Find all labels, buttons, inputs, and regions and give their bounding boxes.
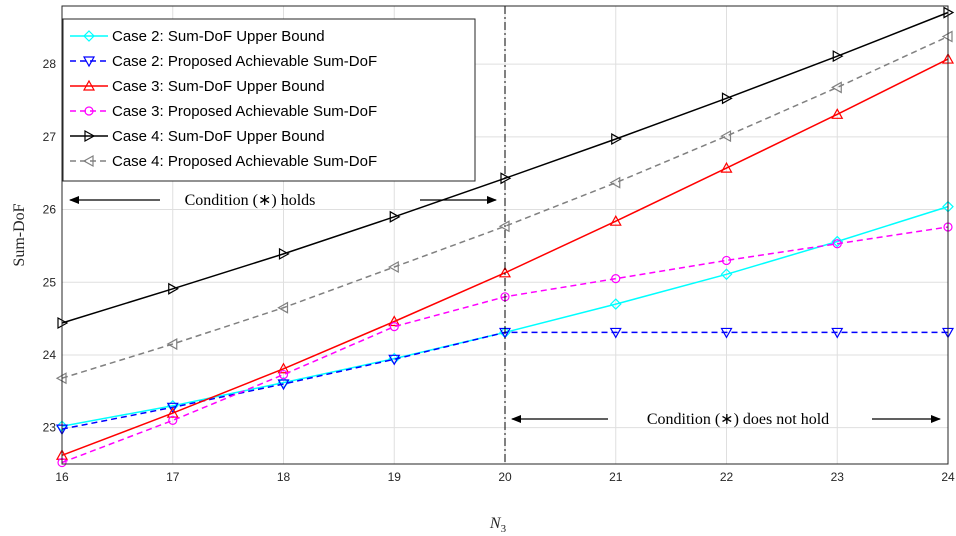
x-tick-label: 16 [55,470,69,484]
data-point [609,214,622,226]
legend-marker [84,106,94,116]
data-point [831,81,842,94]
legend-marker [84,129,96,143]
data-point [389,322,399,332]
legend-item: Case 2: Sum-DoF Upper Bound [70,28,325,45]
data-point [609,327,622,339]
y-tick-label: 27 [43,130,57,144]
x-tick-label: 17 [166,470,180,484]
y-axis-label: Sum-DoF [11,203,28,266]
x-tick-label: 23 [831,470,845,484]
data-point [831,235,844,248]
legend-label: Case 3: Proposed Achievable Sum-DoF [112,103,377,120]
legend-marker [82,79,96,91]
data-point [720,130,732,143]
annotation-condition-holds: Condition (∗) holds [185,192,316,209]
data-point [389,210,401,223]
y-tick-label: 23 [43,421,57,435]
x-tick-label: 24 [941,470,955,484]
legend-item: Case 3: Sum-DoF Upper Bound [70,78,325,95]
data-point [277,376,290,389]
legend-label: Case 4: Proposed Achievable Sum-DoF [112,153,377,170]
data-point [500,172,512,185]
x-tick-label: 19 [388,470,402,484]
data-point [721,255,732,266]
data-point [277,362,290,374]
x-tick-label: 22 [720,470,734,484]
x-axis-label-main: N [489,515,502,532]
data-point [720,327,733,339]
data-point [611,274,621,284]
data-point [832,239,842,249]
x-tick-label: 21 [609,470,623,484]
data-point [831,108,844,119]
data-point [277,301,289,314]
data-point [609,176,621,189]
x-axis-label-subscript: 3 [501,523,507,535]
y-tick-label: 25 [43,275,57,289]
data-point [720,268,733,281]
y-tick-label: 28 [43,57,57,71]
data-point [166,406,179,418]
legend-item: Case 4: Sum-DoF Upper Bound [70,128,325,145]
data-point [277,379,290,391]
data-point [168,415,178,425]
legend-box [62,18,476,182]
data-point [278,369,289,380]
data-point [720,161,733,173]
data-point [609,298,622,310]
data-point [166,399,179,412]
legend-label: Case 2: Proposed Achievable Sum-DoF [112,53,377,70]
data-point [168,282,179,295]
legend-label: Case 2: Sum-DoF Upper Bound [112,28,325,45]
x-tick-label: 20 [498,470,512,484]
axis-ticks: 16 17 18 19 20 21 22 23 24 23 24 25 26 27 28 [43,57,955,484]
legend-item: Case 4: Proposed Achievable Sum-DoF [70,153,377,170]
data-point [498,220,510,233]
data-point [278,247,290,260]
data-point [611,133,622,146]
data-point [831,327,844,339]
x-tick-label: 18 [277,470,291,484]
legend: Case 2: Sum-DoF Upper Bound Case 2: Propo… [62,18,476,182]
legend-marker [83,30,95,42]
data-point [498,266,512,278]
legend-label: Case 4: Sum-DoF Upper Bound [112,128,325,145]
plot-frame [61,5,949,465]
y-tick-label: 26 [43,203,57,217]
data-point [388,354,401,366]
series-line [61,35,949,379]
annotation-condition-not-holds: Condition (∗) does not hold [647,411,829,428]
legend-marker [82,154,94,168]
legend-item: Case 2: Proposed Achievable Sum-DoF [70,53,377,70]
data-point [166,338,178,351]
data-point [388,260,399,274]
legend-marker [82,56,96,68]
data-point [832,50,844,63]
legend-label: Case 3: Sum-DoF Upper Bound [112,78,325,95]
data-point [721,92,733,105]
y-tick-label: 24 [43,348,57,362]
legend-item: Case 3: Proposed Achievable Sum-DoF [70,103,377,120]
x-axis-label: N3 [489,515,507,535]
data-point [388,315,401,327]
data-point [166,402,179,414]
series-line [61,58,949,457]
